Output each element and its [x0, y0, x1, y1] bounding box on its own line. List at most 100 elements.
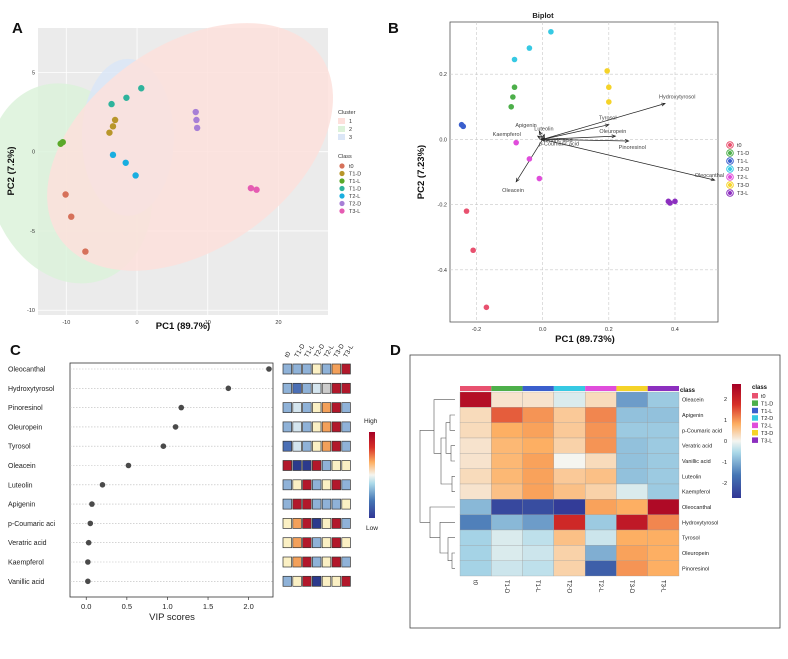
- vip-heat-cell: [292, 498, 302, 510]
- vip-heat-cell: [321, 382, 332, 394]
- heatmap-legend-swatch: [752, 393, 758, 399]
- loading-label: Pinoresinol: [619, 145, 646, 151]
- vip-heat-cell: [282, 402, 292, 413]
- biplot-y-tick: -0.2: [438, 203, 447, 209]
- vip-heat-cell: [331, 382, 341, 394]
- class-bar-segment: [522, 386, 554, 391]
- pca-point: [253, 186, 260, 193]
- vip-heat-cell: [302, 575, 312, 587]
- heatmap-colorbar-tick: 1: [724, 418, 727, 424]
- class-bar-segment: [491, 386, 523, 391]
- biplot-loadings: Hydroxytyrosol Tyrosol Oleuropein Pinoresin…: [493, 95, 724, 194]
- pca-point: [106, 129, 113, 136]
- dendrogram-branch: [450, 445, 455, 462]
- biplot-title: Biplot: [532, 11, 554, 20]
- pca-ticks: -10 0 10 20 5 0 -5 -10: [27, 70, 282, 326]
- vip-point: [266, 366, 272, 372]
- vip-heat-cell: [312, 556, 322, 568]
- loading-arrowhead: [624, 139, 630, 143]
- class-legend-dot: [339, 193, 345, 199]
- heatmap-cell: [459, 514, 492, 531]
- vip-column-headers: t0 T1-DT1-LT2-DT2-LT3-DT3-L: [284, 343, 356, 359]
- heatmap-cell: [553, 407, 586, 423]
- vip-x-tick: 2.0: [243, 602, 253, 611]
- vip-heat-cell: [341, 479, 351, 491]
- heatmap-cell: [647, 560, 680, 577]
- heatmap-cell: [459, 560, 492, 577]
- heatmap-cell: [647, 514, 680, 531]
- vip-heat-cell: [321, 575, 332, 587]
- heatmap-cell: [491, 453, 523, 469]
- heatmap-legend-label: T1-D: [761, 401, 773, 407]
- loading-arrowhead: [611, 134, 617, 139]
- loading-arrow: [542, 103, 666, 140]
- heatmap-cell: [491, 560, 523, 577]
- vip-point: [172, 424, 179, 430]
- heatmap-cell: [553, 422, 586, 439]
- vip-colorbar: [369, 432, 375, 518]
- biplot-point: [667, 200, 673, 206]
- class-legend-label: T1-L: [349, 179, 360, 185]
- biplot-point: [510, 94, 516, 100]
- loading-arrowhead: [661, 102, 666, 107]
- heatmap-cell: [584, 499, 617, 515]
- class-legend-label: T2-D: [349, 202, 361, 208]
- heatmap-cell: [647, 437, 680, 454]
- class-bar-segment: [460, 386, 492, 391]
- vip-heat-cell: [312, 440, 322, 452]
- vip-point: [85, 559, 91, 565]
- vip-heat-cell: [282, 421, 292, 433]
- heatmap-legend-label: T3-L: [761, 438, 772, 444]
- biplot-legend-dot: [728, 159, 732, 163]
- biplot-legend: t0 T1-D T1-L T2-D T2-L T3-D T3-L: [726, 141, 749, 197]
- loading-arrow: [542, 135, 616, 140]
- heatmap-column-label: t0: [472, 580, 478, 586]
- vip-heat-cell: [312, 402, 322, 413]
- class-legend-dot: [339, 163, 345, 169]
- biplot-legend-ring: [726, 189, 734, 197]
- vip-heat-cell: [341, 518, 351, 529]
- pca-points: [57, 85, 260, 255]
- heatmap-cell: [459, 407, 492, 423]
- heatmap-legend-swatch: [752, 437, 758, 443]
- class-legend-label: T1-D: [349, 172, 361, 178]
- vip-heat-cell: [341, 537, 351, 549]
- pca-y-tick: 0: [32, 150, 35, 156]
- vip-ticks: 0.0 0.5 1.0 1.5 2.0: [81, 597, 254, 611]
- class-legend-label: T3-L: [349, 209, 360, 215]
- vip-heat-cell: [302, 518, 312, 529]
- vip-feature-label: Oleacein: [8, 463, 36, 470]
- pca-point: [82, 248, 89, 255]
- heatmap-cell: [459, 545, 492, 561]
- pca-point: [193, 124, 201, 132]
- heatmap-cell: [584, 407, 617, 423]
- loading-arrow: [539, 131, 543, 140]
- class-legend-dot: [339, 178, 345, 184]
- vip-heat-cell: [302, 479, 312, 491]
- pca-point: [247, 184, 255, 192]
- vip-heat-cell: [302, 460, 312, 471]
- vip-heat-cell: [321, 402, 332, 413]
- vip-heat-cell: [341, 498, 351, 510]
- heatmap-legend-label: T2-L: [761, 424, 772, 430]
- heatmap-cell: [616, 560, 648, 577]
- vip-heat-cell: [312, 363, 322, 375]
- dendrogram-branch: [449, 414, 455, 431]
- heatmap-row-label: Oleuropein: [682, 551, 709, 557]
- heatmap-cell: [616, 407, 648, 423]
- pca-point: [59, 138, 66, 146]
- heatmap-column-labels: t0 T1-D T1-L T2-D T2-L T3-D T3-L: [472, 580, 666, 594]
- heatmap-column-label: T3-L: [659, 580, 665, 593]
- vip-heat-cell: [302, 363, 312, 375]
- biplot-legend-label: T1-L: [737, 159, 748, 165]
- class-bar-label: class: [680, 388, 696, 394]
- heatmap-cell: [491, 468, 523, 485]
- vip-heat-cell: [312, 537, 322, 549]
- vip-feature-label: Kaempferol: [8, 560, 44, 567]
- dendrogram-branch: [433, 399, 455, 454]
- heatmap-cell: [522, 529, 555, 546]
- heatmap-cell: [491, 514, 523, 531]
- heatmap-cell: [553, 437, 586, 454]
- heatmap-cell: [553, 499, 586, 515]
